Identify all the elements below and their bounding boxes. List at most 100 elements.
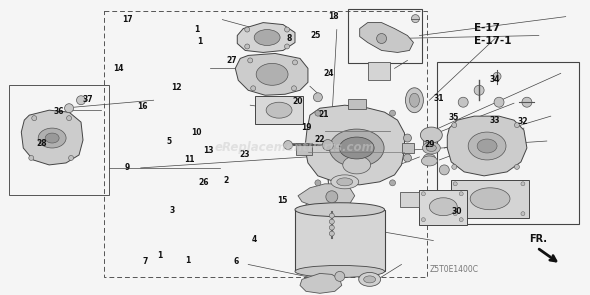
Circle shape: [313, 93, 322, 102]
Text: 10: 10: [191, 128, 202, 137]
Text: 8: 8: [286, 34, 292, 43]
Ellipse shape: [468, 132, 506, 160]
Circle shape: [291, 86, 297, 91]
Text: eReplacementParts.com: eReplacementParts.com: [215, 142, 375, 155]
Circle shape: [421, 192, 425, 196]
Text: 23: 23: [240, 150, 250, 159]
Circle shape: [32, 116, 37, 121]
Circle shape: [315, 180, 321, 186]
Circle shape: [521, 212, 525, 216]
Text: 2: 2: [224, 176, 229, 186]
Text: 29: 29: [425, 140, 435, 149]
Polygon shape: [360, 23, 414, 53]
Ellipse shape: [337, 178, 353, 186]
Circle shape: [322, 140, 333, 150]
Bar: [399, 192, 419, 207]
Circle shape: [514, 123, 519, 128]
Circle shape: [389, 110, 395, 116]
Text: 7: 7: [143, 257, 148, 266]
Ellipse shape: [421, 156, 437, 166]
Circle shape: [459, 192, 463, 196]
Text: 22: 22: [314, 135, 325, 144]
Circle shape: [329, 213, 335, 218]
Bar: [104, 11, 427, 277]
Text: 1: 1: [185, 256, 191, 265]
Text: 19: 19: [301, 123, 312, 132]
Bar: [296, 143, 312, 155]
Text: 1: 1: [158, 251, 163, 260]
Ellipse shape: [421, 127, 442, 143]
Circle shape: [68, 155, 74, 160]
Ellipse shape: [254, 30, 280, 45]
Ellipse shape: [343, 156, 371, 174]
Text: 37: 37: [83, 96, 94, 104]
Circle shape: [329, 219, 335, 224]
Ellipse shape: [266, 102, 292, 118]
Circle shape: [453, 182, 457, 186]
Text: 32: 32: [517, 117, 528, 126]
Ellipse shape: [339, 137, 374, 159]
Circle shape: [404, 134, 411, 142]
Text: FR.: FR.: [529, 234, 547, 244]
Polygon shape: [300, 273, 342, 293]
Circle shape: [458, 97, 468, 107]
Ellipse shape: [422, 142, 440, 154]
Ellipse shape: [427, 145, 437, 151]
Circle shape: [67, 116, 71, 121]
Text: 30: 30: [451, 207, 462, 216]
Circle shape: [245, 44, 250, 49]
Text: 17: 17: [122, 15, 133, 24]
Text: 3: 3: [169, 206, 174, 215]
Polygon shape: [298, 184, 355, 208]
Text: 16: 16: [137, 102, 148, 111]
Bar: [368, 63, 389, 80]
Circle shape: [329, 225, 335, 230]
Text: 11: 11: [184, 155, 195, 164]
Bar: [402, 143, 414, 153]
Text: 6: 6: [234, 257, 239, 266]
Text: 9: 9: [125, 163, 130, 172]
Circle shape: [522, 97, 532, 107]
Circle shape: [284, 44, 290, 49]
Circle shape: [376, 34, 386, 43]
Text: 4: 4: [251, 235, 257, 244]
Text: 5: 5: [166, 137, 171, 146]
Ellipse shape: [424, 154, 435, 162]
Text: 21: 21: [318, 110, 329, 119]
Bar: [255, 96, 303, 124]
Text: 12: 12: [171, 83, 182, 92]
Ellipse shape: [295, 203, 385, 217]
Circle shape: [335, 271, 345, 281]
Circle shape: [329, 231, 335, 236]
Circle shape: [452, 123, 457, 128]
Circle shape: [411, 15, 419, 23]
Circle shape: [77, 96, 86, 105]
Polygon shape: [305, 105, 405, 185]
Bar: [295, 210, 385, 271]
Circle shape: [453, 212, 457, 216]
Bar: [419, 190, 467, 224]
Ellipse shape: [329, 129, 384, 167]
Ellipse shape: [430, 198, 457, 216]
Text: 36: 36: [54, 107, 64, 116]
Circle shape: [248, 58, 253, 63]
Text: 31: 31: [434, 94, 444, 103]
Ellipse shape: [45, 133, 59, 143]
Circle shape: [474, 85, 484, 95]
Polygon shape: [447, 116, 527, 176]
Bar: [9, 85, 109, 195]
Bar: [348, 9, 422, 63]
Polygon shape: [237, 23, 295, 53]
Ellipse shape: [363, 276, 376, 283]
Circle shape: [389, 180, 395, 186]
Text: 26: 26: [199, 178, 209, 187]
Text: 18: 18: [328, 12, 339, 21]
Circle shape: [29, 155, 34, 160]
Polygon shape: [235, 53, 308, 95]
Text: 13: 13: [203, 146, 214, 155]
Circle shape: [493, 72, 501, 80]
Text: 33: 33: [490, 116, 500, 125]
Text: 20: 20: [293, 97, 303, 106]
Ellipse shape: [295, 266, 385, 277]
Text: Z5T0E1400C: Z5T0E1400C: [430, 265, 478, 274]
